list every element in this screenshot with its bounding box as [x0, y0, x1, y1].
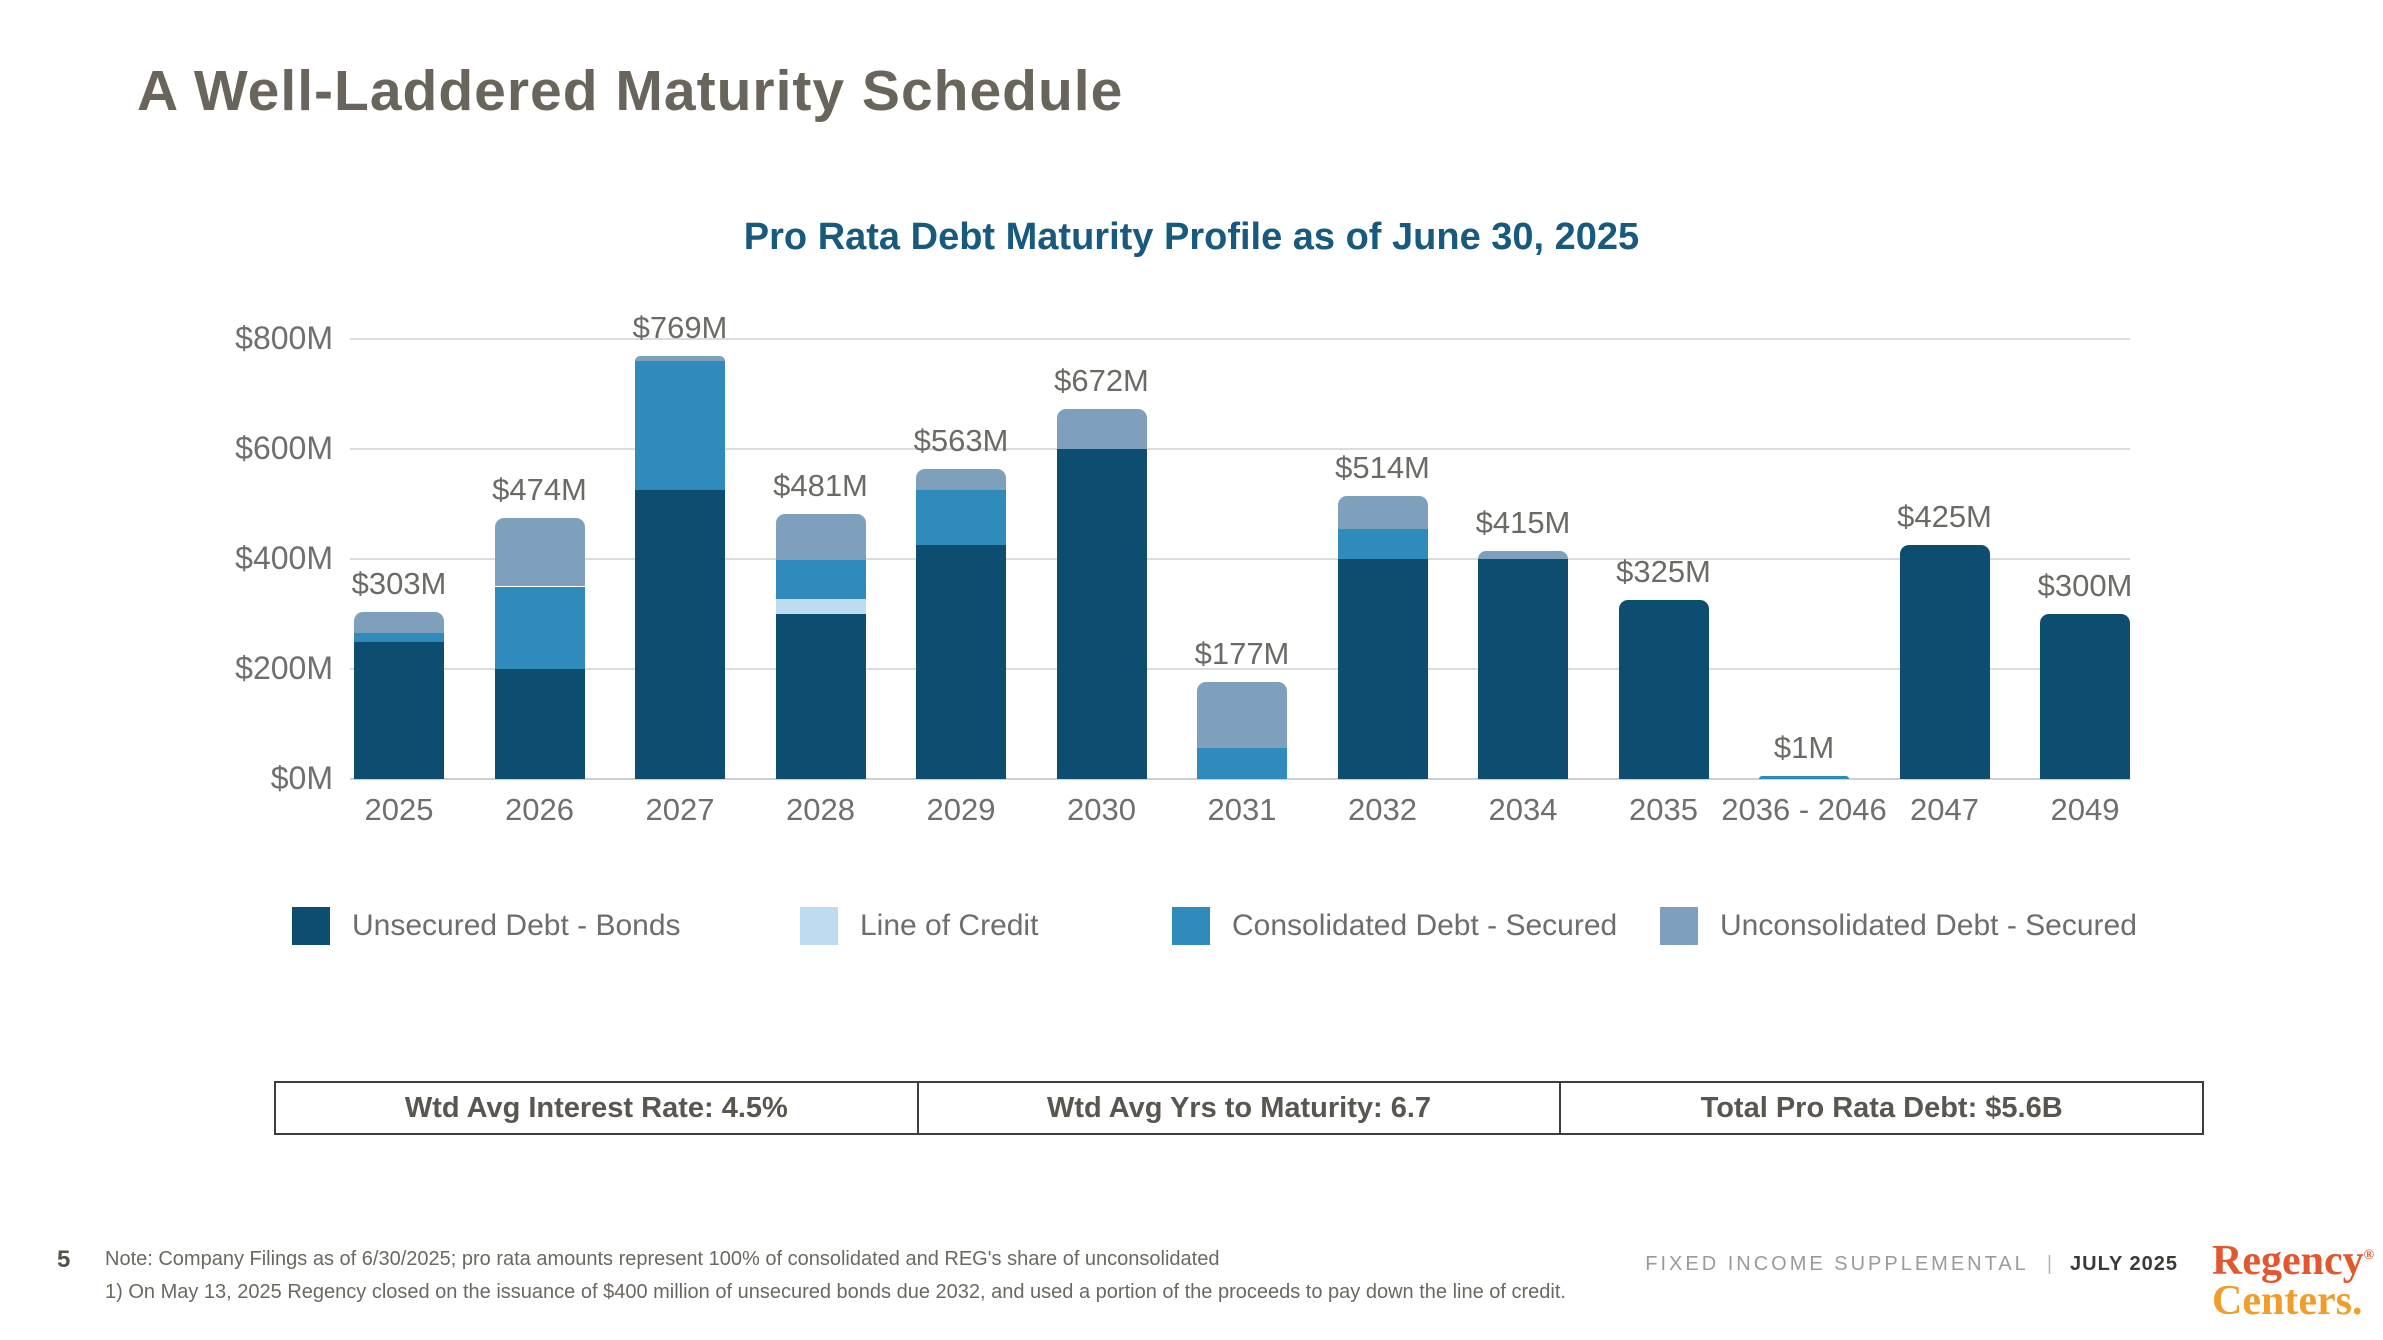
bar-segment — [494, 586, 585, 669]
bar-value-label: $300M — [2037, 568, 2133, 603]
bar-value-label: $514M — [1335, 450, 1430, 486]
bar-segment — [1478, 559, 1568, 779]
bar-segment — [1337, 496, 1428, 529]
bar-value-label: $672M — [1054, 363, 1149, 399]
bar-segment — [1056, 409, 1147, 449]
footer-doc-label: FIXED INCOME SUPPLEMENTAL — [1645, 1253, 2029, 1275]
bar-segment — [635, 490, 725, 779]
bar-segment — [2040, 614, 2130, 779]
bar-segment — [635, 356, 725, 361]
bar-value-label: $177M — [1194, 635, 1290, 671]
legend-swatch-icon — [1172, 907, 1210, 945]
bar-value-label: $481M — [773, 468, 868, 504]
logo-line-1: Regency® — [2212, 1238, 2375, 1284]
bar-segment — [1056, 449, 1147, 779]
y-axis-tick-label: $400M — [235, 540, 333, 576]
y-axis-tick-label: $0M — [270, 760, 333, 796]
footnote-line-1: Note: Company Filings as of 6/30/2025; p… — [105, 1248, 1220, 1270]
chart-title: Pro Rata Debt Maturity Profile as of Jun… — [743, 216, 1640, 258]
bar-segment — [635, 361, 725, 491]
gridline — [350, 558, 2130, 560]
legend-swatch-icon — [292, 907, 330, 945]
bar-segment — [775, 614, 866, 779]
bar-segment — [916, 469, 1006, 491]
bar-value-label: $769M — [632, 310, 728, 346]
legend-item: Unconsolidated Debt - Secured — [1660, 905, 2137, 947]
stat-total-pro-rata-debt: Total Pro Rata Debt: $5.6B — [1559, 1083, 2202, 1133]
x-axis-tick-label: 2032 — [1348, 792, 1417, 827]
x-axis-tick-label: 2027 — [645, 792, 715, 827]
bar-segment — [1337, 559, 1428, 779]
x-axis-tick-label: 2034 — [1488, 792, 1558, 827]
logo-line-2: Centers. — [2212, 1278, 2363, 1324]
stat-wtd-avg-interest-rate: Wtd Avg Interest Rate: 4.5% — [404, 1091, 788, 1124]
bar-segment — [1337, 528, 1428, 559]
bar-segment — [1478, 550, 1568, 559]
bar-value-label: $325M — [1616, 554, 1711, 590]
legend-label: Unsecured Debt - Bonds — [352, 909, 681, 942]
x-axis-tick-label: 2035 — [1629, 792, 1698, 827]
legend-swatch-icon — [800, 907, 838, 945]
stat-wtd-avg-yrs-to-maturity: Wtd Avg Yrs to Maturity: 6.7 — [916, 1083, 1560, 1133]
chart-legend: Unsecured Debt - Bonds Line of Credit Cons… — [0, 905, 2383, 947]
bar-segment — [775, 598, 866, 614]
bar-value-label: $1M — [1773, 730, 1835, 765]
legend-label: Consolidated Debt - Secured — [1232, 909, 1618, 942]
x-axis-tick-label: 2030 — [1067, 792, 1136, 827]
gridline — [350, 778, 2130, 780]
footer-date-label: JULY 2025 — [2070, 1253, 2178, 1275]
bar-value-label: $474M — [492, 472, 587, 508]
bar-value-label: $303M — [351, 566, 447, 602]
bar-segment — [916, 490, 1006, 546]
legend-label: Line of Credit — [860, 909, 1039, 942]
page-number: 5 — [57, 1246, 71, 1273]
x-axis-tick-label: 2036 - 2046 — [1721, 792, 1887, 827]
bar-segment — [1618, 600, 1709, 779]
bar-segment — [1197, 681, 1287, 748]
footnote-line-2: 1) On May 13, 2025 Regency closed on the… — [105, 1281, 1566, 1303]
footer-doc-info: FIXED INCOME SUPPLEMENTAL | JULY 2025 — [1645, 1253, 2178, 1276]
x-axis-tick-label: 2025 — [364, 792, 434, 827]
y-axis-tick-label: $200M — [235, 650, 333, 686]
x-axis-tick-label: 2049 — [2050, 792, 2120, 827]
x-axis-tick-label: 2028 — [786, 792, 855, 827]
summary-stats-bar: Wtd Avg Interest Rate: 4.5% Wtd Avg Yrs … — [274, 1081, 2204, 1135]
bar-value-label: $425M — [1897, 499, 1992, 535]
gridline — [350, 448, 2130, 450]
gridline — [350, 338, 2130, 340]
page-title: A Well-Laddered Maturity Schedule — [137, 59, 1124, 123]
bar-segment — [1899, 545, 1990, 779]
gridline — [350, 668, 2130, 670]
x-axis-tick-label: 2031 — [1207, 792, 1277, 827]
bar-segment — [354, 641, 444, 779]
y-axis-tick-label: $600M — [235, 430, 333, 466]
legend-label: Unconsolidated Debt - Secured — [1720, 909, 2137, 942]
x-axis-tick-label: 2029 — [926, 792, 996, 827]
bar-segment — [916, 545, 1006, 779]
footnotes: Note: Company Filings as of 6/30/2025; p… — [105, 1243, 1566, 1309]
bar-value-label: $563M — [913, 423, 1009, 459]
legend-item: Consolidated Debt - Secured — [1172, 905, 1617, 947]
regency-centers-logo: Regency® Centers. — [2212, 1236, 2375, 1324]
bar-segment — [494, 669, 585, 779]
legend-item: Unsecured Debt - Bonds — [292, 905, 681, 947]
bar-value-label: $415M — [1475, 504, 1571, 540]
footer-separator: | — [2046, 1253, 2053, 1275]
registered-trademark-icon: ® — [2363, 1248, 2375, 1263]
y-axis-tick-label: $800M — [235, 320, 333, 356]
bar-segment — [494, 518, 585, 587]
legend-swatch-icon — [1660, 907, 1698, 945]
x-axis-tick-label: 2047 — [1910, 792, 1979, 827]
bar-segment — [775, 560, 866, 599]
bar-segment — [354, 633, 444, 642]
bar-segment — [775, 514, 866, 561]
bar-segment — [1759, 776, 1849, 779]
bar-segment — [354, 612, 444, 634]
bar-segment — [1197, 747, 1287, 779]
legend-item: Line of Credit — [800, 905, 1038, 947]
x-axis-tick-label: 2026 — [505, 792, 574, 827]
